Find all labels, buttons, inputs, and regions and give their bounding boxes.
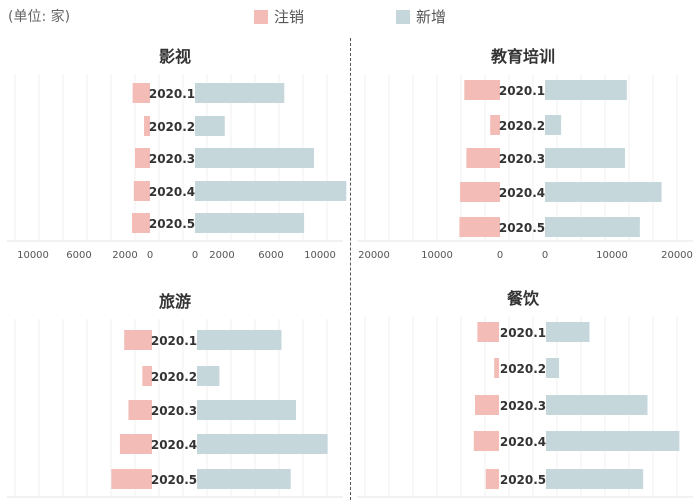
bar-cancel-2020.5 <box>132 213 150 233</box>
legend-label-new: 新增 <box>416 8 447 26</box>
bar-cancel-2020.4 <box>119 434 152 454</box>
bar-new-2020.5 <box>195 213 305 233</box>
bar-new-2020.3 <box>546 395 648 415</box>
category-label: 2020.2 <box>149 120 195 134</box>
bar-cancel-2020.2 <box>490 115 500 135</box>
bar-new-2020.2 <box>197 366 220 386</box>
panel-title: 旅游 <box>159 292 191 311</box>
tick-label-right: 10000 <box>304 250 336 261</box>
legend-label-cancel: 注销 <box>274 8 305 26</box>
tick-label-right: 10000 <box>596 250 628 261</box>
bar-new-2020.5 <box>546 469 644 489</box>
category-label: 2020.5 <box>149 217 195 231</box>
tick-label-left: 10000 <box>421 250 453 261</box>
category-label: 2020.4 <box>151 438 197 452</box>
tick-label-right: 6000 <box>258 250 283 261</box>
tick-label-right: 20000 <box>661 250 693 261</box>
tick-label-left: 0 <box>147 250 153 261</box>
tick-label-left: 10000 <box>17 250 49 261</box>
panel-title: 教育培训 <box>491 47 555 66</box>
tick-label-left: 0 <box>497 250 503 261</box>
category-label: 2020.4 <box>149 185 195 199</box>
bar-cancel-2020.2 <box>142 366 152 386</box>
category-label: 2020.4 <box>500 435 546 449</box>
legend-item-cancel: 注销 <box>254 6 304 27</box>
category-label: 2020.2 <box>500 362 546 376</box>
bar-new-2020.3 <box>197 400 296 420</box>
category-label: 2020.1 <box>499 84 545 98</box>
tick-label-left: 6000 <box>66 250 91 261</box>
category-label: 2020.1 <box>149 87 195 101</box>
bar-cancel-2020.3 <box>475 395 499 415</box>
bar-cancel-2020.5 <box>459 217 500 237</box>
bar-cancel-2020.2 <box>144 116 150 136</box>
bar-cancel-2020.4 <box>133 181 150 201</box>
panel-title: 影视 <box>159 47 191 66</box>
unit-label: (单位: 家) <box>8 9 71 25</box>
category-label: 2020.3 <box>499 152 545 166</box>
bar-new-2020.2 <box>546 358 560 378</box>
category-label: 2020.5 <box>151 473 197 487</box>
bar-new-2020.1 <box>546 322 590 342</box>
tick-label-right: 0 <box>542 250 548 261</box>
bar-cancel-2020.1 <box>477 322 499 342</box>
category-label: 2020.5 <box>500 473 546 487</box>
tick-label-left: 2000 <box>112 250 137 261</box>
category-label: 2020.2 <box>499 119 545 133</box>
legend-swatch-cancel <box>254 9 268 24</box>
bar-new-2020.3 <box>545 148 625 168</box>
bar-cancel-2020.3 <box>135 148 150 168</box>
legend-item-new: 新增 <box>396 6 446 27</box>
bar-new-2020.1 <box>545 80 627 100</box>
bar-new-2020.2 <box>545 115 562 135</box>
bar-cancel-2020.4 <box>473 431 499 451</box>
bar-cancel-2020.5 <box>485 469 499 489</box>
bar-new-2020.1 <box>195 83 285 103</box>
category-label: 2020.3 <box>151 404 197 418</box>
bar-new-2020.4 <box>197 434 328 454</box>
panel-title: 餐饮 <box>506 289 540 308</box>
bar-new-2020.5 <box>197 469 291 489</box>
bar-new-2020.3 <box>195 148 315 168</box>
category-label: 2020.1 <box>500 326 546 340</box>
bar-cancel-2020.3 <box>128 400 152 420</box>
category-label: 2020.4 <box>499 186 545 200</box>
bar-cancel-2020.5 <box>111 469 152 489</box>
panel-divider <box>350 38 351 500</box>
bar-new-2020.4 <box>195 181 347 201</box>
bar-new-2020.4 <box>546 431 680 451</box>
category-label: 2020.2 <box>151 370 197 384</box>
tick-label-right: 0 <box>192 250 198 261</box>
tick-label-left: 20000 <box>358 250 390 261</box>
category-label: 2020.3 <box>500 399 546 413</box>
category-label: 2020.5 <box>499 221 545 235</box>
bar-cancel-2020.3 <box>466 148 500 168</box>
bar-cancel-2020.4 <box>460 182 500 202</box>
bar-new-2020.4 <box>545 182 662 202</box>
bar-new-2020.1 <box>197 330 282 350</box>
bar-new-2020.2 <box>195 116 225 136</box>
bar-cancel-2020.2 <box>494 358 499 378</box>
bar-cancel-2020.1 <box>124 330 152 350</box>
bar-cancel-2020.1 <box>464 80 500 100</box>
bar-new-2020.5 <box>545 217 640 237</box>
category-label: 2020.3 <box>149 152 195 166</box>
bar-cancel-2020.1 <box>132 83 150 103</box>
legend-swatch-new <box>396 9 410 24</box>
category-label: 2020.1 <box>151 334 197 348</box>
tick-label-right: 2000 <box>209 250 234 261</box>
